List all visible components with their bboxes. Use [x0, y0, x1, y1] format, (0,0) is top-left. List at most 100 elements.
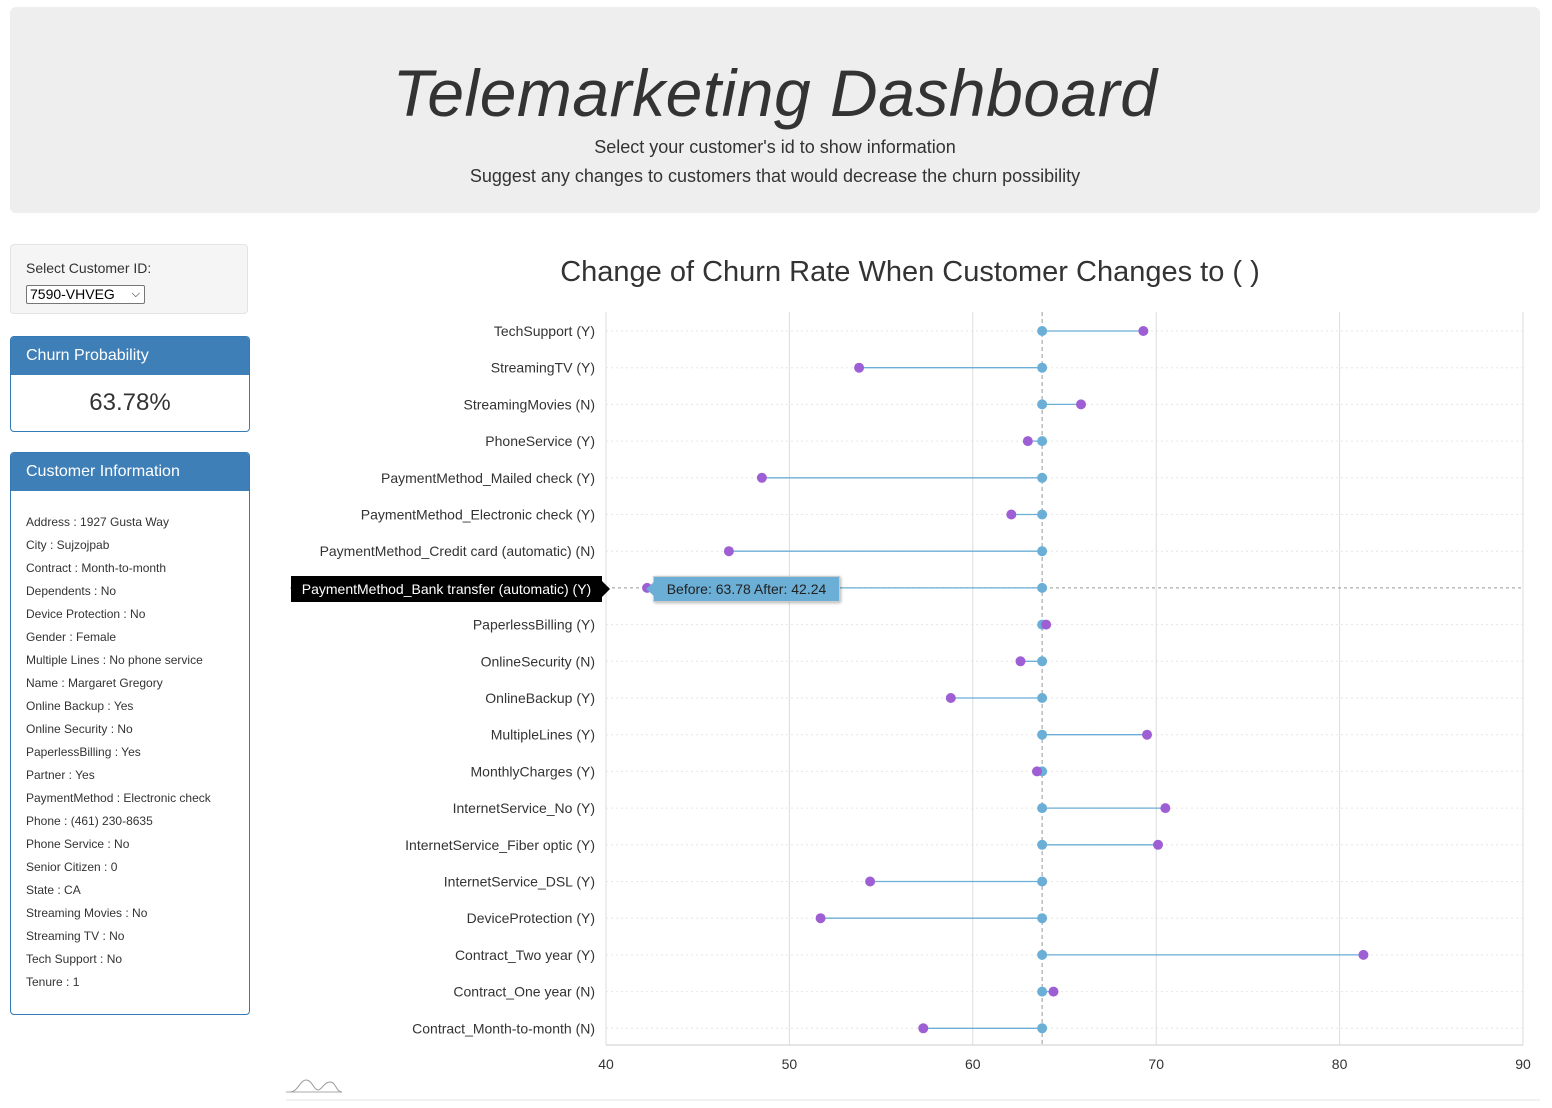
before-point[interactable]	[1037, 399, 1048, 410]
churn-probability-title: Churn Probability	[11, 337, 249, 375]
customer-information-title: Customer Information	[11, 453, 249, 491]
customer-information-list: Address : 1927 Gusta Way City : Sujzojpa…	[11, 491, 249, 998]
category-label: Contract_One year (N)	[453, 984, 595, 1000]
after-point[interactable]	[1138, 326, 1149, 336]
category-label: StreamingTV (Y)	[491, 360, 595, 376]
after-point[interactable]	[756, 472, 767, 483]
after-point[interactable]	[1160, 803, 1171, 814]
category-label: PaymentMethod_Credit card (automatic) (N…	[320, 543, 595, 559]
category-label: InternetService_No (Y)	[453, 800, 595, 816]
info-item: Gender : Female	[26, 630, 117, 644]
category-label: DeviceProtection (Y)	[467, 910, 595, 926]
category-label: MultipleLines (Y)	[491, 727, 595, 743]
before-point[interactable]	[1037, 913, 1048, 924]
customer-information-panel: Customer Information Address : 1927 Gust…	[10, 452, 250, 1015]
category-label: MonthlyCharges (Y)	[471, 763, 596, 779]
category-label: PhoneService (Y)	[485, 433, 595, 449]
info-item: PaymentMethod : Electronic check	[26, 791, 211, 805]
churn-probability-panel: Churn Probability 63.78%	[10, 336, 250, 432]
before-point[interactable]	[1037, 986, 1048, 997]
after-point[interactable]	[1048, 986, 1059, 997]
category-label: InternetService_Fiber optic (Y)	[405, 837, 595, 853]
chart-zoom-thumbnail[interactable]	[286, 1079, 1540, 1101]
x-tick-label: 90	[1515, 1056, 1531, 1072]
after-point[interactable]	[1015, 656, 1026, 667]
before-point[interactable]	[1037, 803, 1048, 814]
info-item: Senior Citizen : 0	[26, 860, 118, 874]
churn-probability-value: 63.78%	[89, 389, 171, 416]
chevron-down-icon: ⌵	[131, 288, 140, 300]
info-item: City : Sujzojpab	[26, 538, 110, 552]
before-point[interactable]	[1037, 693, 1048, 703]
before-point[interactable]	[1037, 326, 1048, 336]
after-point[interactable]	[1358, 949, 1369, 960]
x-tick-label: 70	[1148, 1056, 1164, 1072]
info-item: Streaming TV : No	[26, 929, 125, 943]
customer-select-label: Select Customer ID:	[26, 260, 152, 276]
info-item: Online Security : No	[26, 722, 133, 736]
info-item: PaperlessBilling : Yes	[26, 745, 141, 759]
info-item: Multiple Lines : No phone service	[26, 653, 203, 667]
x-tick-label: 50	[782, 1056, 798, 1072]
after-point[interactable]	[723, 546, 734, 557]
before-point[interactable]	[1037, 839, 1048, 850]
info-item: Name : Margaret Gregory	[26, 676, 163, 690]
after-point[interactable]	[945, 693, 956, 703]
info-item: Partner : Yes	[26, 768, 95, 782]
before-point[interactable]	[1037, 949, 1048, 960]
customer-id-value: 7590-VHVEG	[30, 286, 115, 302]
category-label: Contract_Month-to-month (N)	[412, 1020, 595, 1036]
category-label: StreamingMovies (N)	[464, 396, 595, 412]
info-item: Streaming Movies : No	[26, 906, 148, 920]
customer-select-panel: Select Customer ID: 7590-VHVEG ⌵	[10, 244, 248, 314]
before-point[interactable]	[1037, 1023, 1048, 1034]
before-point[interactable]	[1037, 472, 1048, 483]
info-item: Contract : Month-to-month	[26, 561, 167, 575]
category-label: PaymentMethod_Electronic check (Y)	[361, 507, 595, 523]
page-title: Telemarketing Dashboard	[392, 56, 1158, 130]
after-point[interactable]	[1041, 619, 1052, 630]
category-label: Contract_Two year (Y)	[455, 947, 595, 963]
after-point[interactable]	[1006, 509, 1017, 520]
before-point[interactable]	[1037, 729, 1048, 740]
info-item: Device Protection : No	[26, 607, 146, 621]
after-point[interactable]	[1022, 436, 1033, 447]
before-point[interactable]	[1037, 362, 1048, 373]
category-label: OnlineBackup (Y)	[485, 690, 595, 706]
x-tick-label: 40	[598, 1056, 614, 1072]
before-point[interactable]	[1037, 546, 1048, 557]
chart-title: Change of Churn Rate When Customer Chang…	[560, 256, 1260, 288]
value-tooltip: Before: 63.78 After: 42.24	[646, 576, 840, 602]
x-tick-label: 60	[965, 1056, 981, 1072]
header-subtitle-suggest: Suggest any changes to customers that wo…	[469, 166, 1081, 186]
category-label: InternetService_DSL (Y)	[444, 874, 595, 890]
after-point[interactable]	[918, 1023, 929, 1034]
header-banner: Telemarketing Dashboard Select your cust…	[10, 7, 1540, 213]
after-point[interactable]	[854, 362, 865, 373]
before-point[interactable]	[1037, 509, 1048, 520]
info-item: Online Backup : Yes	[26, 699, 134, 713]
info-item: State : CA	[26, 883, 81, 897]
header-subtitle-select: Select your customer's id to show inform…	[594, 137, 956, 157]
before-point[interactable]	[1037, 656, 1048, 667]
info-item: Tenure : 1	[26, 975, 80, 989]
before-point[interactable]	[1037, 876, 1048, 887]
category-label: TechSupport (Y)	[494, 323, 595, 339]
after-point[interactable]	[865, 876, 876, 887]
info-item: Phone Service : No	[26, 837, 130, 851]
after-point[interactable]	[1076, 399, 1087, 410]
after-point[interactable]	[815, 913, 826, 924]
category-tooltip: PaymentMethod_Bank transfer (automatic) …	[291, 576, 610, 602]
after-point[interactable]	[1153, 839, 1164, 850]
before-point[interactable]	[1037, 436, 1048, 447]
info-item: Dependents : No	[26, 584, 117, 598]
after-point[interactable]	[1142, 729, 1153, 740]
before-point[interactable]	[1037, 582, 1048, 593]
x-tick-label: 80	[1332, 1056, 1348, 1072]
category-label: OnlineSecurity (N)	[481, 653, 595, 669]
after-point[interactable]	[1031, 766, 1042, 777]
category-label: PaperlessBilling (Y)	[473, 617, 595, 633]
customer-id-select[interactable]: 7590-VHVEG ⌵	[26, 285, 145, 304]
